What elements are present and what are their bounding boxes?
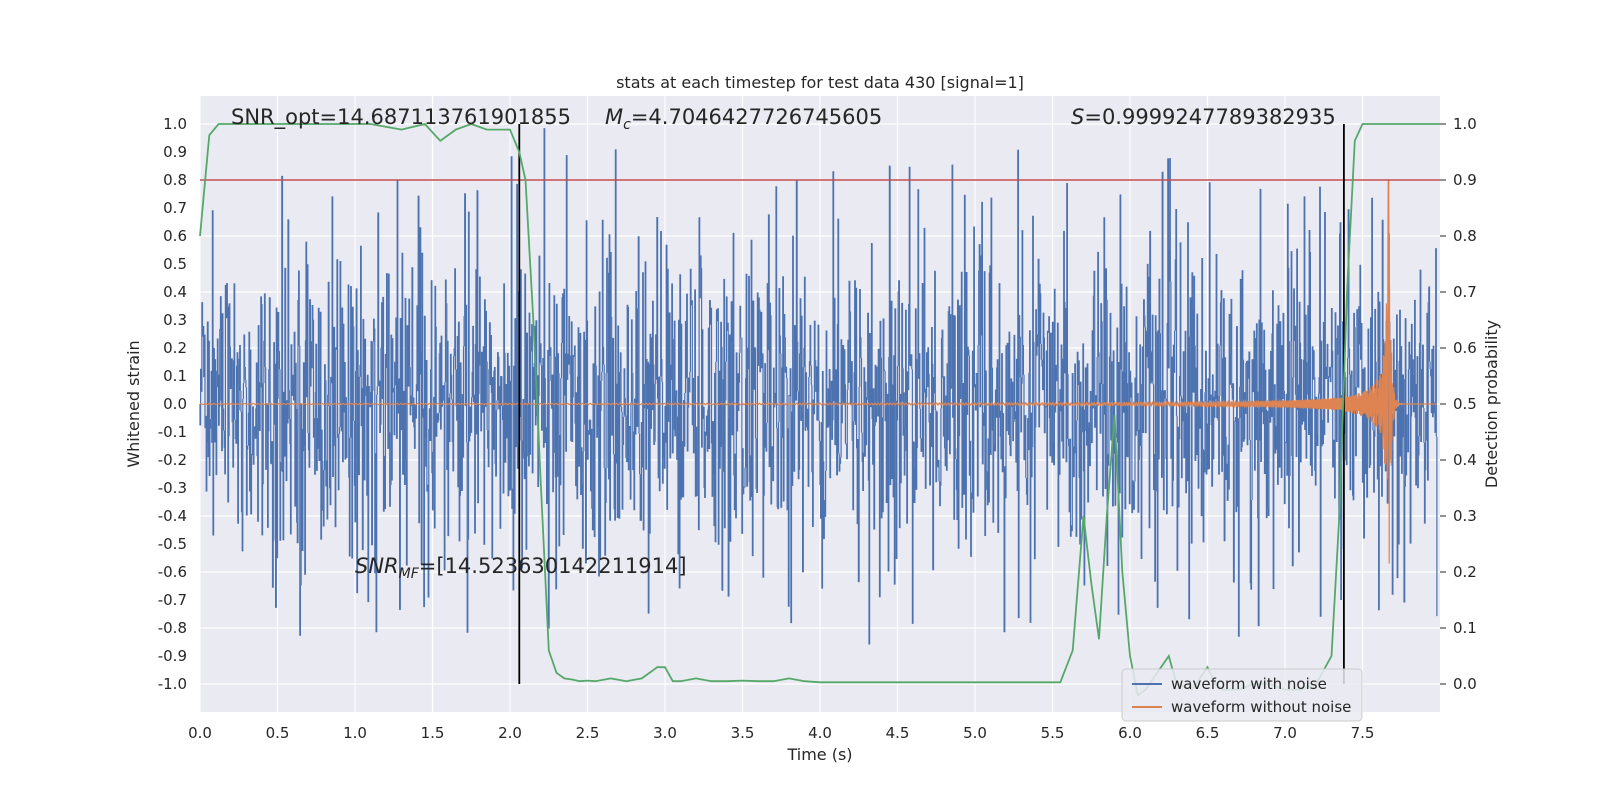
x-tick-label: 0.5 xyxy=(266,724,290,742)
y-tick-label: -0.8 xyxy=(158,619,187,637)
y-tick-label: -1.0 xyxy=(158,675,187,693)
y-tick-label: 0.9 xyxy=(163,143,187,161)
legend-label-clean: waveform without noise xyxy=(1171,698,1351,716)
legend-box xyxy=(1121,668,1363,722)
y-tick-label: -0.4 xyxy=(158,507,187,525)
y-right-tick-label: 0.7 xyxy=(1453,283,1477,301)
y-tick-label: -0.7 xyxy=(158,591,187,609)
y-axis-right-ticks: 1.0 0.9 0.8 0.7 0.6 0.5 0.4 0.3 0.2 0.1 0.0 xyxy=(1440,115,1477,693)
x-tick-label: 5.5 xyxy=(1041,724,1065,742)
y-tick-label: 0.6 xyxy=(163,227,187,245)
series-waveform-with-noise xyxy=(199,128,1438,645)
mc-value: =4.7046427726745605 xyxy=(631,105,882,129)
y-axis-label: Whitened strain xyxy=(124,340,143,467)
x-axis-label: Time (s) xyxy=(786,745,852,764)
snr-mf-subscript: MF xyxy=(399,566,420,582)
legend-label-noise: waveform with noise xyxy=(1171,675,1327,693)
x-tick-label: 1.0 xyxy=(343,724,367,742)
s-value: =0.9999247789382935 xyxy=(1084,105,1335,129)
y-right-tick-label: 0.5 xyxy=(1453,395,1477,413)
snr-mf-value: =[14.523630142211914] xyxy=(419,554,687,578)
y-tick-label: 0.8 xyxy=(163,171,187,189)
y-tick-label: 0.2 xyxy=(163,339,187,357)
y-tick-label: 0.4 xyxy=(163,283,187,301)
y-right-tick-label: 0.1 xyxy=(1453,619,1477,637)
x-tick-label: 7.5 xyxy=(1351,724,1375,742)
annotation-snr-mf: SNRMF=[14.523630142211914] xyxy=(355,554,687,582)
y-right-tick-label: 0.4 xyxy=(1453,451,1477,469)
s-symbol: S xyxy=(1071,105,1084,129)
y-tick-label: 0.7 xyxy=(163,199,187,217)
x-tick-label: 3.5 xyxy=(731,724,755,742)
y-right-tick-label: 0.0 xyxy=(1453,675,1477,693)
y-right-tick-label: 0.8 xyxy=(1453,227,1477,245)
y-tick-label: -0.2 xyxy=(158,451,187,469)
x-tick-label: 2.5 xyxy=(576,724,600,742)
series-waveform-without-noise xyxy=(199,179,1437,564)
y-tick-label: -0.9 xyxy=(158,647,187,665)
y-tick-label: 0.5 xyxy=(163,255,187,273)
x-tick-label: 5.0 xyxy=(963,724,987,742)
x-tick-label: 1.5 xyxy=(421,724,445,742)
x-axis-ticks: 0.0 0.5 1.0 1.5 2.0 2.5 3.0 3.5 4.0 4.5 5.0 5.5 6.0 6… xyxy=(188,724,1374,742)
x-tick-label: 4.0 xyxy=(808,724,832,742)
y-axis-ticks: 1.0 0.9 0.8 0.7 0.6 0.5 0.4 0.3 0.2 0.1 0.0 -0.1 -0.… xyxy=(158,115,187,693)
y-tick-label: 1.0 xyxy=(163,115,187,133)
x-tick-label: 0.0 xyxy=(188,724,212,742)
y-axis-right-label: Detection probability xyxy=(1482,320,1501,488)
y-tick-label: -0.3 xyxy=(158,479,187,497)
mc-symbol: M xyxy=(605,105,623,129)
y-tick-label: -0.1 xyxy=(158,423,187,441)
y-tick-label: -0.5 xyxy=(158,535,187,553)
y-right-tick-label: 0.3 xyxy=(1453,507,1477,525)
x-tick-label: 3.0 xyxy=(653,724,677,742)
x-tick-label: 2.0 xyxy=(498,724,522,742)
y-right-tick-label: 0.6 xyxy=(1453,339,1477,357)
chart-title: stats at each timestep for test data 430… xyxy=(616,73,1024,92)
legend: waveform with noise waveform without noi… xyxy=(1121,668,1363,722)
x-tick-label: 6.0 xyxy=(1118,724,1142,742)
noise-waveform-path xyxy=(199,128,1438,645)
y-tick-label: 0.1 xyxy=(163,367,187,385)
annotation-snr-opt: SNR_opt=14.687113761901855 xyxy=(231,105,571,130)
y-right-tick-label: 0.9 xyxy=(1453,171,1477,189)
annotation-s: S=0.9999247789382935 xyxy=(1071,105,1336,129)
y-tick-label: 0.3 xyxy=(163,311,187,329)
x-tick-label: 7.0 xyxy=(1273,724,1297,742)
clean-waveform-path xyxy=(199,179,1437,564)
x-tick-label: 6.5 xyxy=(1196,724,1220,742)
y-tick-label: -0.6 xyxy=(158,563,187,581)
mc-subscript: c xyxy=(623,117,631,133)
snr-mf-symbol: SNR xyxy=(355,554,399,578)
y-right-tick-label: 0.2 xyxy=(1453,563,1477,581)
y-tick-label: 0.0 xyxy=(163,395,187,413)
y-right-tick-label: 1.0 xyxy=(1453,115,1477,133)
x-tick-label: 4.5 xyxy=(886,724,910,742)
annotation-chirp-mass: Mc=4.7046427726745605 xyxy=(605,105,882,133)
